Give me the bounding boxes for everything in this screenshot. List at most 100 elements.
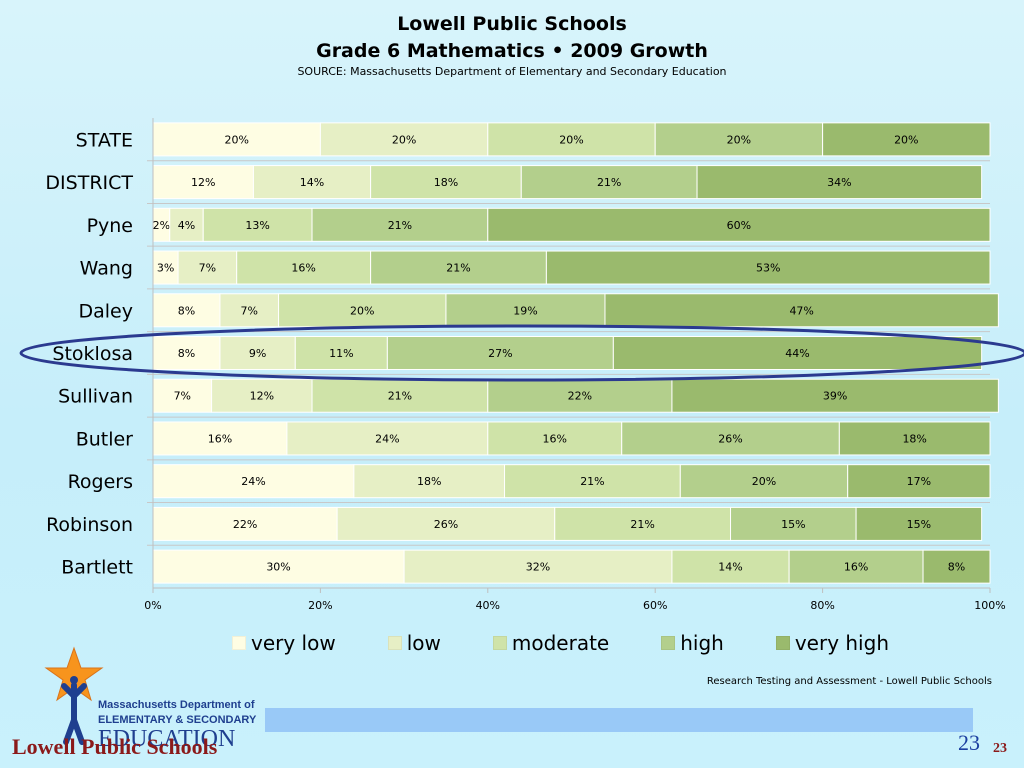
legend-label: moderate bbox=[511, 631, 610, 655]
data-label: 24% bbox=[241, 475, 265, 488]
category-label: Butler bbox=[76, 428, 133, 450]
legend-swatch bbox=[492, 636, 507, 650]
bar-segment bbox=[311, 378, 489, 413]
bar-segment bbox=[621, 421, 840, 456]
category-label: Sullivan bbox=[58, 386, 133, 408]
data-label: 14% bbox=[300, 176, 324, 189]
legend-item: low bbox=[387, 631, 441, 655]
category-label: Stoklosa bbox=[52, 343, 133, 365]
data-label: 21% bbox=[446, 262, 470, 275]
data-label: 34% bbox=[827, 176, 851, 189]
category-label: STATE bbox=[76, 129, 133, 151]
footer-school-name: Lowell Public Schools bbox=[12, 734, 218, 759]
legend-label: high bbox=[680, 631, 724, 655]
bar-segment bbox=[211, 378, 313, 413]
data-label: 8% bbox=[178, 304, 195, 317]
x-tick-label: 100% bbox=[974, 599, 1005, 612]
data-label: 20% bbox=[559, 133, 583, 146]
bar-segment bbox=[219, 293, 280, 328]
bar-segment bbox=[487, 207, 991, 242]
data-label: 20% bbox=[752, 475, 776, 488]
bar-segment bbox=[604, 293, 999, 328]
legend-swatch bbox=[775, 636, 790, 650]
data-label: 21% bbox=[630, 518, 654, 531]
category-label: Wang bbox=[80, 258, 133, 280]
data-label: 22% bbox=[568, 390, 592, 403]
data-label: 18% bbox=[902, 432, 926, 445]
bar-segment bbox=[370, 250, 547, 285]
bar-segment bbox=[671, 378, 999, 413]
data-label: 7% bbox=[199, 262, 216, 275]
data-label: 9% bbox=[249, 347, 266, 360]
bar-segment bbox=[671, 549, 790, 584]
dese-logo: Massachusetts Department of ELEMENTARY &… bbox=[44, 646, 257, 750]
data-label: 18% bbox=[434, 176, 458, 189]
bar-segment bbox=[487, 122, 656, 157]
chart-title-block: Lowell Public Schools Grade 6 Mathematic… bbox=[0, 10, 1024, 80]
legend-label: low bbox=[406, 631, 441, 655]
data-label: 22% bbox=[233, 518, 257, 531]
data-label: 20% bbox=[894, 133, 918, 146]
bar-segment bbox=[278, 293, 447, 328]
data-label: 15% bbox=[781, 518, 805, 531]
data-label: 16% bbox=[844, 561, 868, 574]
data-label: 18% bbox=[417, 475, 441, 488]
bar-segment bbox=[294, 336, 388, 370]
data-label: 21% bbox=[388, 219, 412, 232]
bar-segment bbox=[286, 421, 489, 456]
data-label: 12% bbox=[191, 176, 215, 189]
legend-item: very high bbox=[775, 631, 889, 655]
legend-item: high bbox=[661, 631, 724, 655]
data-label: 20% bbox=[392, 133, 416, 146]
bar-segment bbox=[696, 165, 983, 200]
category-label: Rogers bbox=[68, 471, 133, 493]
data-label: 4% bbox=[178, 219, 195, 232]
data-label: 16% bbox=[291, 262, 315, 275]
data-label: 39% bbox=[823, 390, 847, 403]
bar-segment bbox=[554, 506, 732, 541]
x-tick-label: 60% bbox=[643, 599, 667, 612]
bar-segment bbox=[152, 165, 254, 200]
bar-segment bbox=[504, 464, 681, 499]
data-label: 60% bbox=[727, 219, 751, 232]
bar-segment bbox=[403, 549, 673, 584]
data-label: 20% bbox=[224, 133, 248, 146]
data-label: 3% bbox=[157, 262, 174, 275]
data-label: 13% bbox=[245, 219, 269, 232]
data-label: 16% bbox=[543, 432, 567, 445]
chart-source: SOURCE: Massachusetts Department of Elem… bbox=[297, 65, 727, 78]
bar-segment bbox=[152, 293, 221, 328]
bar-segment bbox=[152, 506, 338, 541]
footer-accent-bar bbox=[265, 708, 973, 732]
legend-swatch bbox=[232, 636, 246, 650]
legend-label: very low bbox=[251, 631, 336, 655]
highlight-ellipse bbox=[19, 324, 1024, 382]
data-label: 53% bbox=[756, 262, 780, 275]
data-label: 21% bbox=[580, 475, 604, 488]
category-label: Pyne bbox=[87, 215, 133, 237]
data-label: 17% bbox=[907, 475, 931, 488]
x-tick-label: 20% bbox=[308, 599, 332, 612]
category-label: DISTRICT bbox=[45, 172, 133, 194]
data-label: 15% bbox=[907, 518, 931, 531]
legend-swatch bbox=[387, 636, 402, 650]
bar-segment bbox=[152, 250, 179, 285]
data-label: 19% bbox=[513, 304, 537, 317]
page-number: 23 bbox=[958, 730, 980, 755]
page-number-small: 23 bbox=[993, 741, 1007, 756]
bar-segment bbox=[311, 207, 489, 242]
bar-segment bbox=[847, 464, 991, 499]
bar-segment bbox=[252, 165, 372, 200]
chart-legend: very low low moderate high very high bbox=[232, 630, 941, 656]
bar-segment bbox=[654, 122, 824, 157]
data-label: 21% bbox=[597, 176, 621, 189]
data-label: 8% bbox=[178, 347, 195, 360]
bar-segment bbox=[370, 165, 522, 200]
x-tick-label: 0% bbox=[144, 599, 161, 612]
bar-segment bbox=[152, 336, 221, 370]
bar-segment bbox=[336, 506, 556, 541]
data-label: 2% bbox=[153, 219, 170, 232]
data-label: 32% bbox=[526, 561, 550, 574]
chart-title: Lowell Public Schools bbox=[397, 13, 627, 35]
data-label: 16% bbox=[208, 432, 232, 445]
